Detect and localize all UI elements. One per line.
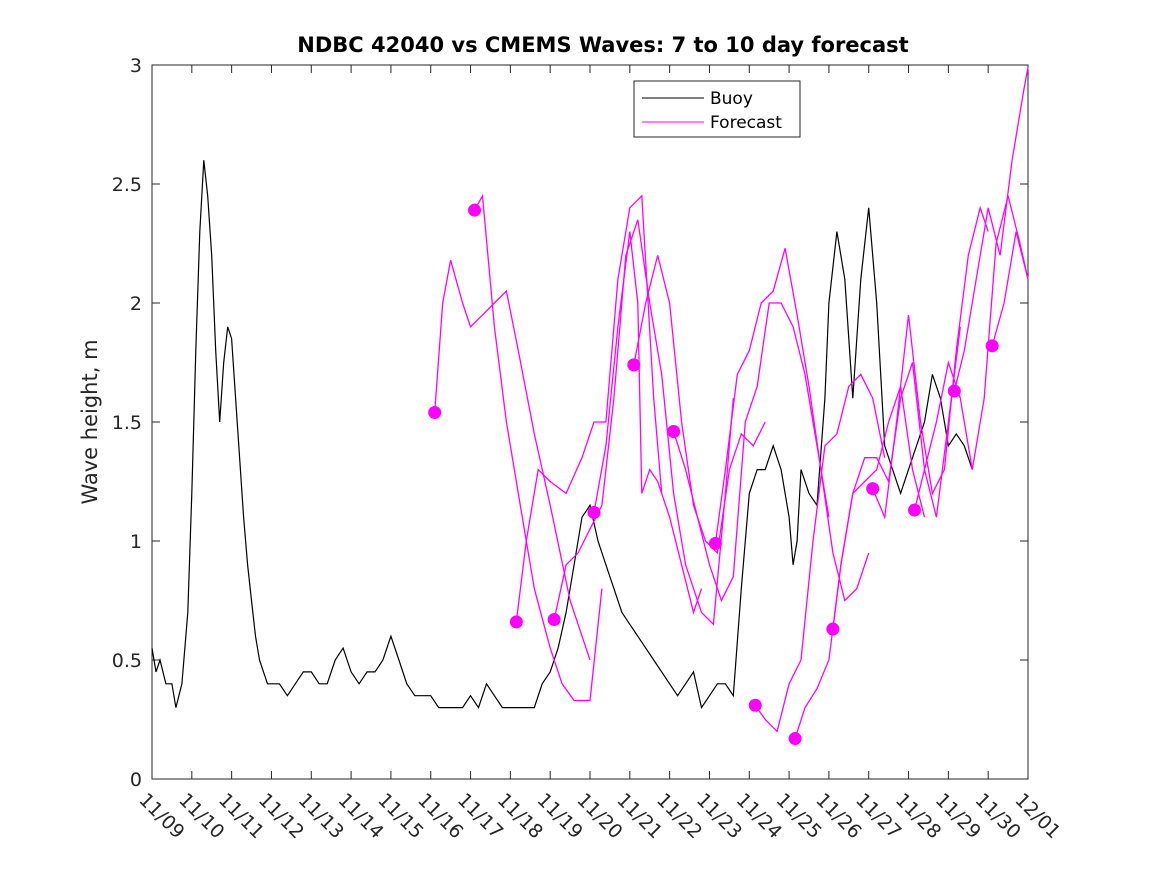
legend: Buoy Forecast xyxy=(633,80,801,138)
forecast-series-line xyxy=(872,205,989,520)
forecast-marker xyxy=(985,339,999,353)
y-tick-label: 1.5 xyxy=(112,412,142,434)
forecast-series-line xyxy=(553,219,734,626)
forecast-marker xyxy=(667,425,681,439)
y-axis-label: Wave height, m xyxy=(78,339,102,504)
y-tick-label: 0 xyxy=(130,769,142,791)
forecast-marker xyxy=(866,482,880,496)
forecast-series-line xyxy=(991,231,1029,346)
forecast-series-line xyxy=(953,67,1029,392)
forecast-series-line xyxy=(434,260,591,661)
forecast-marker xyxy=(587,505,601,519)
forecast-marker xyxy=(947,384,961,398)
buoy-series-line xyxy=(151,160,973,710)
forecast-marker xyxy=(908,503,922,517)
y-tick-label: 1 xyxy=(130,531,142,553)
forecast-series-line xyxy=(913,195,1029,511)
forecast-series-line xyxy=(515,194,663,622)
chart-title: NDBC 42040 vs CMEMS Waves: 7 to 10 day f… xyxy=(297,33,908,57)
forecast-marker xyxy=(748,698,762,712)
legend-forecast-label: Forecast xyxy=(710,113,782,133)
forecast-marker xyxy=(428,405,442,419)
forecast-marker xyxy=(708,536,722,550)
forecast-marker xyxy=(627,358,641,372)
forecast-marker xyxy=(788,732,802,746)
y-tick-label: 2.5 xyxy=(112,174,142,196)
y-tick-label: 0.5 xyxy=(112,650,142,672)
forecast-series-line xyxy=(593,231,703,615)
y-tick-label: 2 xyxy=(130,293,142,315)
forecast-series-line xyxy=(473,193,603,702)
legend-buoy-label: Buoy xyxy=(710,89,753,109)
forecast-marker xyxy=(547,613,561,627)
forecast-series-line xyxy=(672,302,830,603)
legend-box xyxy=(633,80,801,138)
forecast-series-line xyxy=(794,386,926,739)
forecast-marker xyxy=(509,615,523,629)
forecast-marker xyxy=(468,203,482,217)
forecast-series-line xyxy=(714,248,870,602)
forecast-marker xyxy=(826,622,840,636)
forecast-series-line xyxy=(754,373,886,733)
y-tick-label: 3 xyxy=(130,55,142,77)
